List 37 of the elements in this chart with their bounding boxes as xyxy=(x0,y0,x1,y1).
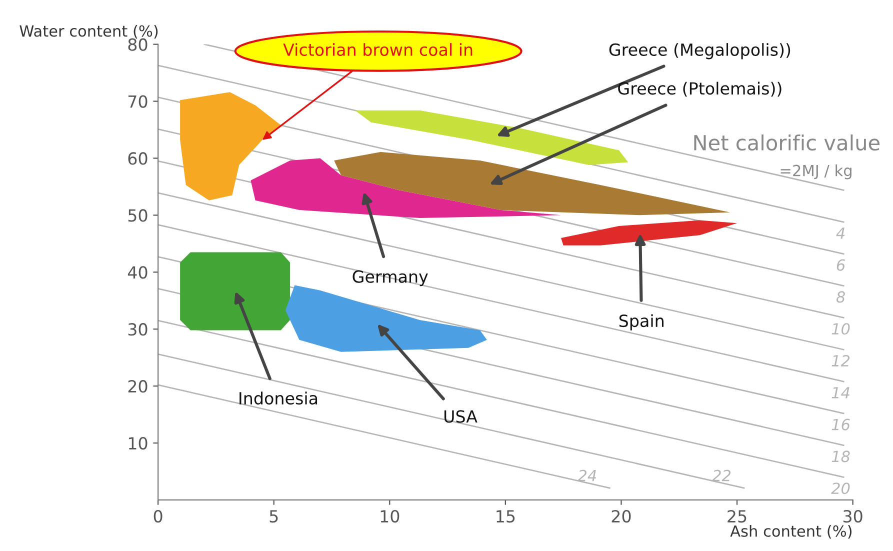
series-label: 12 xyxy=(832,354,850,366)
series-label: 20 xyxy=(831,482,850,494)
y-tick-label: 40 xyxy=(128,266,148,279)
series-label: 22 xyxy=(712,470,731,482)
text: Indonesia xyxy=(240,392,318,405)
text: Greece (Megalopolis)) xyxy=(609,43,790,60)
series-label: 18 xyxy=(832,450,850,462)
text: USA xyxy=(444,410,478,423)
series-label: 4 xyxy=(836,228,845,239)
y-tick-label: 10 xyxy=(128,436,148,450)
annotation: Victorian brown coal in xyxy=(283,43,472,56)
x-tick-label: 30 xyxy=(843,510,862,523)
y-tick-label: 20 xyxy=(128,380,148,393)
x-tick-label: 25 xyxy=(728,510,746,523)
x-tick-label: 15 xyxy=(496,510,515,523)
text: Germany xyxy=(352,270,428,286)
series-label: 10 xyxy=(832,323,850,335)
series-label: 16 xyxy=(832,418,850,430)
text: Spain xyxy=(619,314,664,330)
y-tick-label: 80 xyxy=(128,38,148,51)
x-tick-label: 0 xyxy=(154,510,162,523)
annotation: =2MJ / kg xyxy=(780,164,852,180)
series-label: 6 xyxy=(836,259,845,271)
x-tick-label: 20 xyxy=(612,510,631,523)
x-tick-label: 10 xyxy=(380,510,400,523)
y-tick-label: 70 xyxy=(128,95,148,108)
x-axis-title: Ash content (%) xyxy=(730,525,852,539)
y-tick-label: 30 xyxy=(128,323,148,336)
y-tick-label: 60 xyxy=(128,152,148,165)
text: Greece (Ptolemais)) xyxy=(618,82,782,97)
annotation: Net calorific value xyxy=(694,134,880,151)
series-label: 24 xyxy=(578,470,596,482)
y-tick-label: 50 xyxy=(128,209,148,222)
series-label: 8 xyxy=(836,291,845,303)
y-axis-title: Water content (%) xyxy=(20,24,158,39)
x-tick-label: 5 xyxy=(270,510,278,523)
series-label: 14 xyxy=(832,387,850,398)
